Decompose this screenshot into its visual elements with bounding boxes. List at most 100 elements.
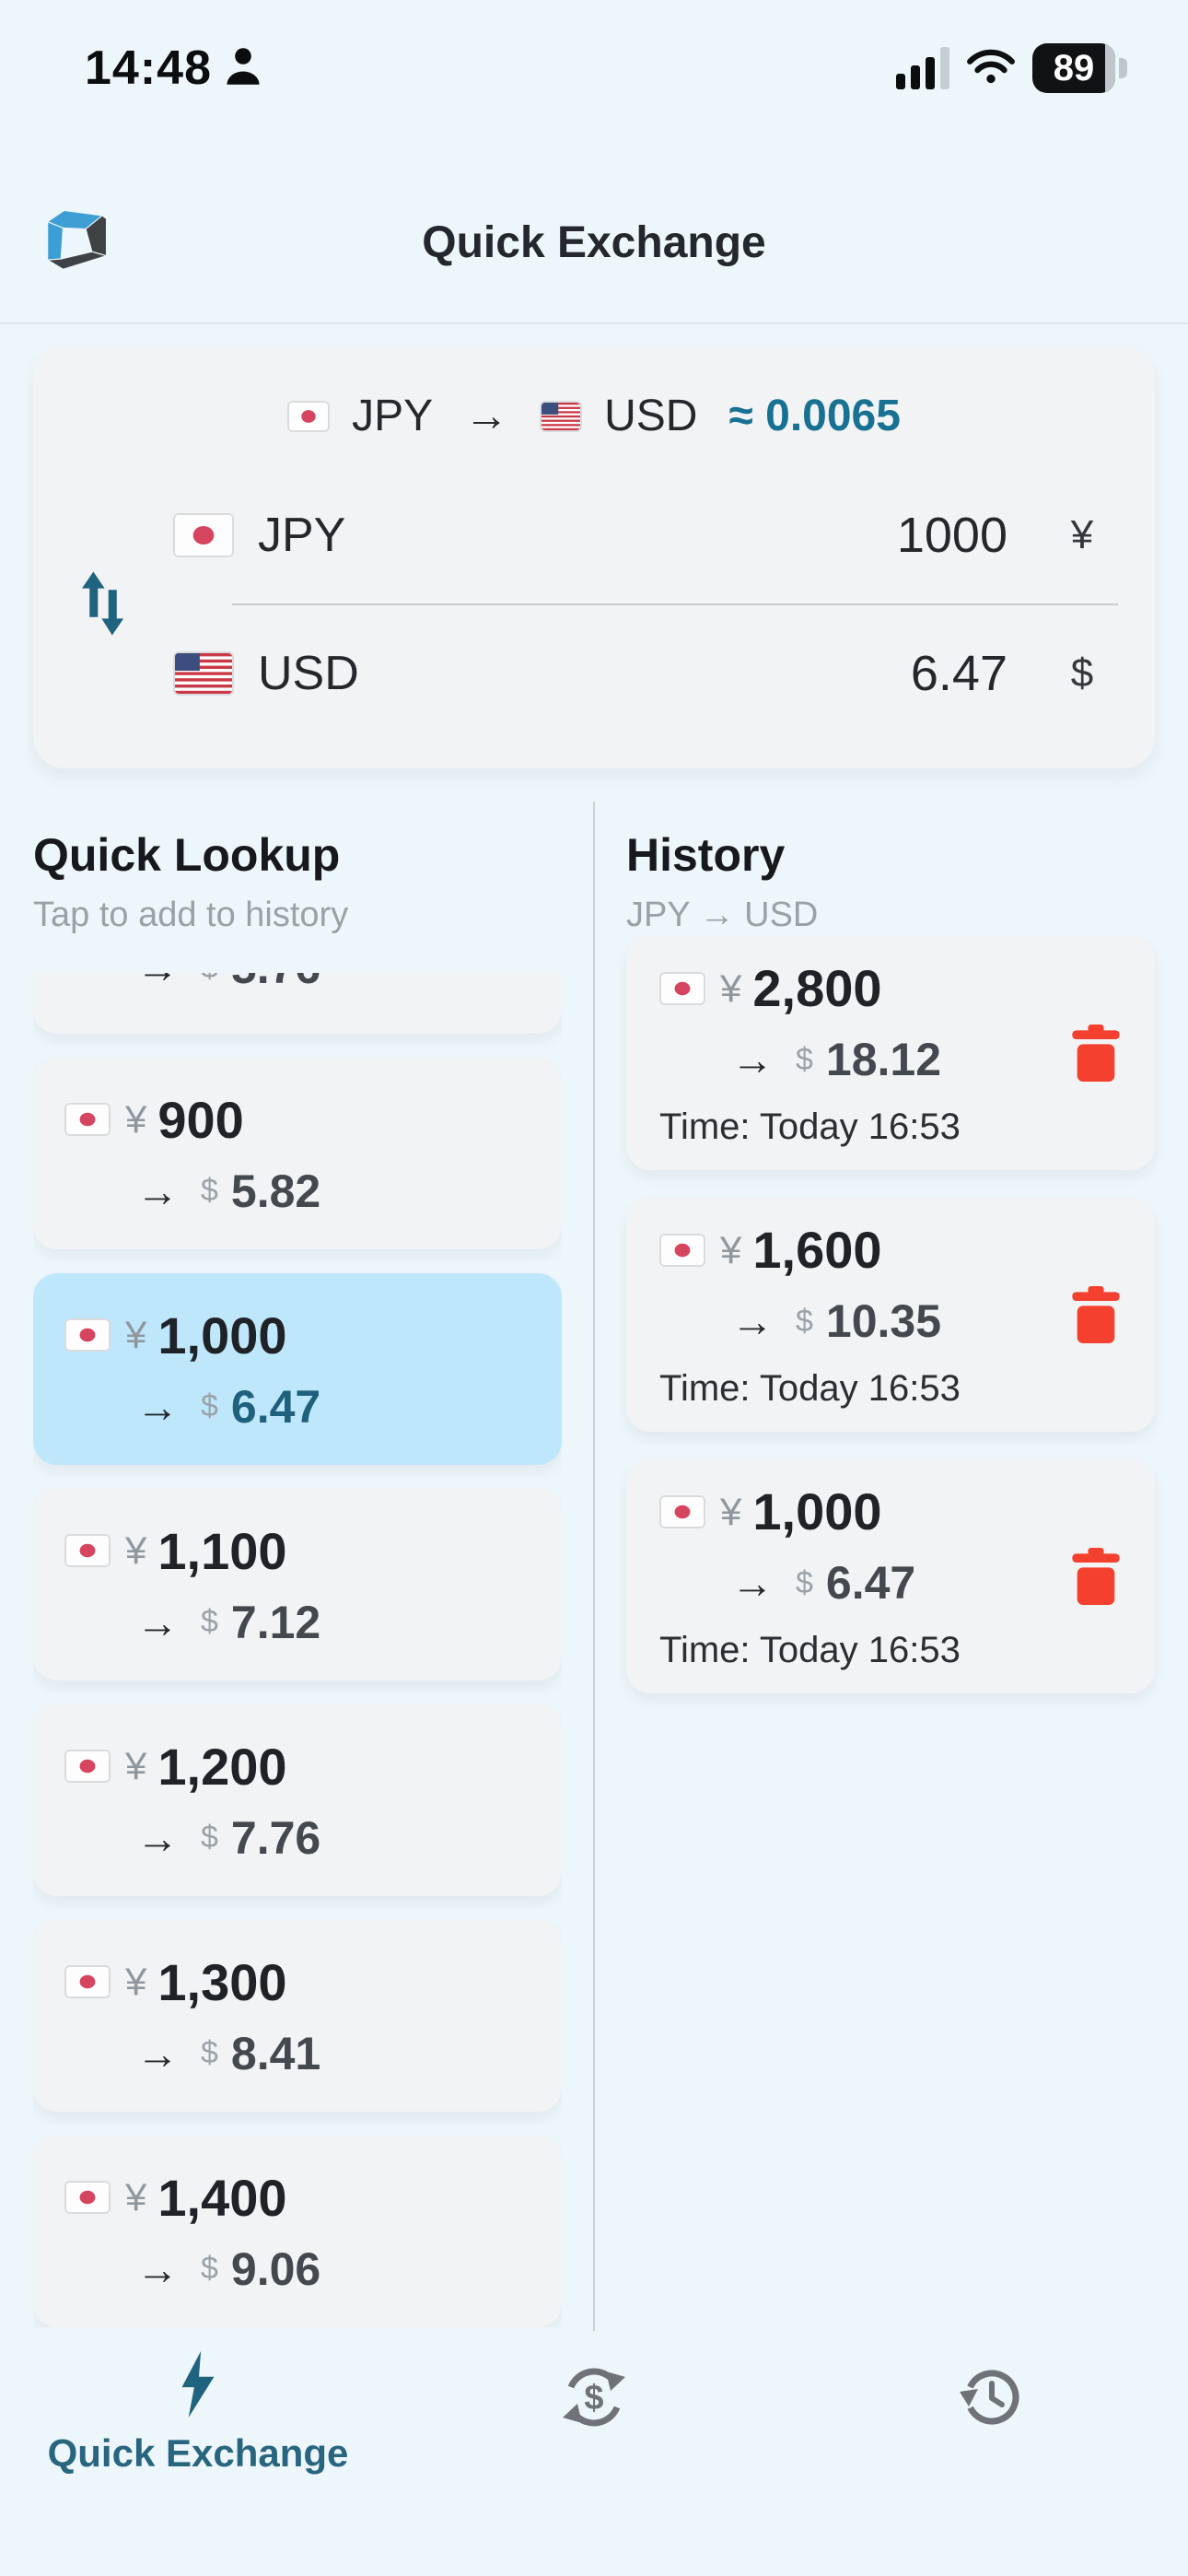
history-item: ¥ 1,000 → $ 6.47 Time: Today 16:53 (626, 1459, 1155, 1693)
delete-history-button[interactable] (1070, 1025, 1122, 1082)
clock-time: 14:48 (85, 41, 212, 95)
from-currency-symbol: ¥ (1070, 512, 1094, 557)
arrow: → (136, 1598, 179, 1646)
japan-flag-icon (64, 1103, 111, 1136)
jpy-amount: 1,400 (157, 2168, 287, 2227)
exchange-rate: ≈ 0.0065 (728, 392, 901, 440)
history-timestamp: Time: Today 16:53 (659, 1107, 961, 1147)
arrow: → (136, 973, 179, 992)
arrow: → (731, 1559, 774, 1607)
history-item: ¥ 2,800 → $ 18.12 Time: Today 16:53 (626, 936, 1155, 1170)
currency-exchange-icon: $ (557, 2360, 631, 2437)
app-header: Quick Exchange (0, 173, 1188, 324)
tab-label: Quick Exchange (47, 2431, 349, 2475)
history-title: History (626, 829, 786, 881)
battery-percent: 89 (1053, 47, 1095, 88)
japan-flag-icon (659, 1233, 705, 1267)
quick-lookup-list[interactable]: ¥ → $ 5.76 ¥ 900 (33, 973, 562, 2327)
japan-flag-icon (659, 971, 705, 1005)
usd-amount: 7.76 (230, 1811, 321, 1864)
dollar-symbol: $ (201, 2035, 218, 2070)
dollar-symbol: $ (201, 2251, 218, 2286)
dollar-symbol: $ (201, 973, 218, 986)
lookup-item[interactable]: ¥ 1,200 → $ 7.76 (33, 1704, 562, 1896)
history-item: ¥ 1,600 → $ 10.35 Time: Today 16:53 (626, 1198, 1155, 1432)
yen-symbol: ¥ (125, 1313, 147, 1356)
arrow: → (731, 1036, 774, 1083)
yen-symbol: ¥ (720, 1227, 742, 1271)
lookup-item-partial[interactable]: ¥ → $ 5.76 (33, 973, 562, 1034)
arrow: → (136, 1166, 179, 1215)
jpy-amount: 1,100 (157, 1521, 287, 1580)
lookup-item-selected[interactable]: ¥ 1,000 → $ 6.47 (33, 1273, 562, 1465)
japan-flag-icon (659, 1494, 705, 1528)
history-timestamp: Time: Today 16:53 (659, 1630, 961, 1670)
yen-symbol: ¥ (720, 1489, 742, 1533)
usd-amount: 5.82 (230, 1165, 321, 1217)
pair-arrow: → (464, 392, 509, 440)
dollar-symbol: $ (796, 1041, 813, 1077)
swap-arrows-icon (70, 571, 136, 644)
status-bar: 14:48 89 (85, 33, 1127, 103)
lookup-item[interactable]: ¥ 900 → $ 5.82 (33, 1058, 562, 1249)
lookup-item[interactable]: ¥ 1,300 → $ 8.41 (33, 1920, 562, 2112)
battery-icon: 89 (1032, 43, 1127, 93)
to-currency-symbol: $ (1070, 650, 1094, 696)
japan-flag-icon (64, 1965, 111, 1998)
yen-symbol: ¥ (125, 1528, 147, 1572)
pair-row: JPY → USD ≈ 0.0065 (33, 391, 1155, 441)
jpy-amount: 1,000 (157, 1306, 287, 1364)
columns-section: Quick Lookup Tap to add to history ¥ → $… (33, 802, 1155, 2331)
us-flag-icon (540, 400, 583, 432)
status-left: 14:48 (85, 41, 262, 96)
trash-icon (1070, 1548, 1122, 1608)
tab-exchange[interactable]: $ (396, 2351, 792, 2508)
converter-card: JPY → USD ≈ 0.0065 (33, 346, 1155, 768)
history-clock-icon (953, 2360, 1027, 2437)
quick-lookup-subtitle: Tap to add to history (33, 896, 349, 934)
japan-flag-icon (173, 513, 234, 557)
lookup-item[interactable]: ¥ 1,400 → $ 9.06 (33, 2136, 562, 2327)
trash-icon (1070, 1025, 1122, 1084)
pair-from-code: JPY (352, 392, 434, 440)
converter-row-divider (232, 603, 1118, 605)
japan-flag-icon (287, 400, 331, 432)
dollar-symbol: $ (201, 1388, 218, 1423)
quick-lookup-title: Quick Lookup (33, 829, 341, 881)
page-title: Quick Exchange (422, 218, 766, 267)
tab-history[interactable] (792, 2351, 1188, 2508)
quick-lookup-column: Quick Lookup Tap to add to history ¥ → $… (33, 802, 562, 2331)
converter-from-row: JPY 1000 ¥ (173, 489, 1118, 581)
converter-to-row: USD 6.47 $ (173, 627, 1118, 720)
delete-history-button[interactable] (1070, 1548, 1122, 1605)
yen-symbol: ¥ (125, 1097, 147, 1141)
dollar-symbol: $ (201, 1820, 218, 1855)
cellular-signal-icon (896, 47, 949, 89)
focus-person-icon (225, 46, 262, 91)
from-amount-input[interactable]: 1000 (896, 508, 1007, 563)
arrow: → (136, 2029, 179, 2078)
japan-flag-icon (64, 1534, 111, 1567)
dollar-symbol: $ (796, 1303, 813, 1339)
history-column: History JPY → USD ¥ 2,800 → $ 18.12 Time… (626, 802, 1155, 2331)
bottom-nav: Quick Exchange $ (0, 2351, 1188, 2508)
dollar-symbol: $ (796, 1564, 813, 1600)
history-subtitle: JPY → USD (626, 896, 819, 934)
us-flag-icon (173, 651, 234, 696)
history-timestamp: Time: Today 16:53 (659, 1368, 961, 1409)
svg-text:$: $ (584, 2379, 603, 2418)
lightning-bolt-icon (176, 2351, 220, 2420)
app-logo-icon (33, 190, 136, 293)
usd-amount: 7.12 (230, 1596, 321, 1648)
delete-history-button[interactable] (1070, 1286, 1122, 1343)
usd-amount: 18.12 (825, 1034, 942, 1085)
jpy-amount: 900 (157, 1090, 244, 1149)
swap-currencies-button[interactable] (70, 566, 136, 644)
tab-quick-exchange[interactable]: Quick Exchange (0, 2351, 396, 2508)
yen-symbol: ¥ (125, 1744, 147, 1787)
wifi-icon (966, 48, 1016, 89)
jpy-amount: 1,200 (157, 1737, 287, 1796)
dollar-symbol: $ (201, 1604, 218, 1639)
lookup-item[interactable]: ¥ 1,100 → $ 7.12 (33, 1489, 562, 1680)
usd-amount: 6.47 (230, 1380, 321, 1433)
